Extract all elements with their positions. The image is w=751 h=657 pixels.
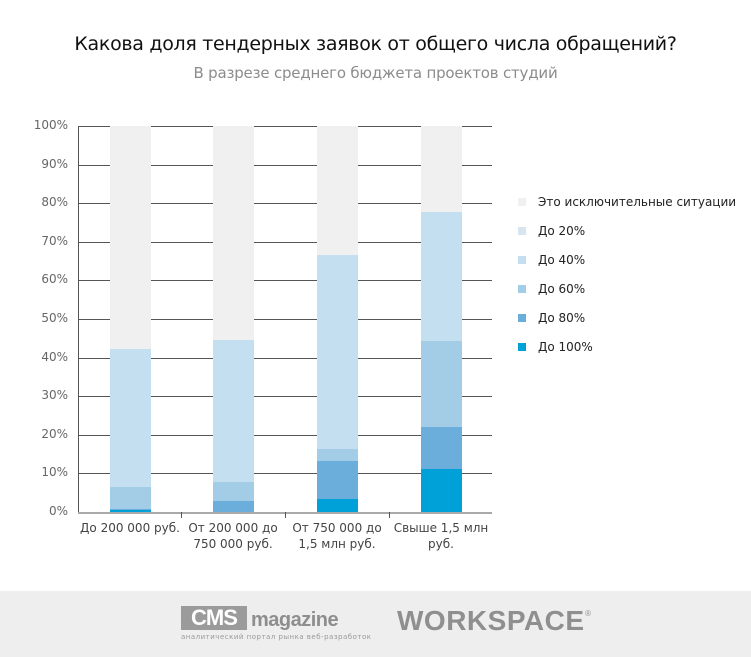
legend-item[interactable]: До 60% [518, 274, 736, 303]
gridline [78, 319, 492, 320]
chart-plot-area: 0% 10% 20% 30% 40% 50% 60% 70% 80% 90% 100% До 200 … [33, 118, 492, 551]
y-tick-label: 40% [41, 350, 68, 364]
bar-stack[interactable] [110, 126, 151, 512]
y-tick-label: 10% [41, 465, 68, 479]
bar-segment[interactable] [213, 339, 254, 482]
bar-segment[interactable] [110, 510, 151, 512]
cms-logo[interactable]: CMS [181, 606, 247, 630]
legend-item[interactable]: До 80% [518, 303, 736, 332]
legend-swatch-icon [518, 197, 526, 206]
gridline [78, 358, 492, 359]
y-tick-label: 100% [33, 118, 68, 132]
bar-segment[interactable] [421, 427, 462, 470]
legend-item[interactable]: До 40% [518, 245, 736, 274]
bar-segment[interactable] [213, 481, 254, 501]
chart-title: Какова доля тендерных заявок от общего ч… [74, 33, 677, 55]
x-tick [389, 512, 390, 518]
y-axis [78, 126, 79, 513]
bar-segment[interactable] [213, 126, 254, 340]
bar-segment[interactable] [317, 461, 358, 499]
y-tick-label: 80% [41, 195, 68, 209]
x-tick-label: Свыше 1,5 млн руб. [393, 521, 489, 551]
legend-item[interactable]: До 20% [518, 216, 736, 245]
bar-segment[interactable] [421, 469, 462, 512]
y-tick-label: 30% [41, 388, 68, 402]
x-tick [285, 512, 286, 518]
y-tick-label: 90% [41, 157, 68, 171]
bar-segment[interactable] [317, 498, 358, 512]
x-tick-label: До 200 000 руб. [80, 521, 180, 535]
gridline [78, 435, 492, 436]
gridline [78, 396, 492, 397]
bar-segment[interactable] [421, 212, 462, 342]
gridline [78, 242, 492, 243]
legend-label: До 100% [538, 339, 593, 354]
chart-subtitle: В разрезе среднего бюджета проектов студ… [193, 64, 558, 82]
legend-label: До 80% [538, 310, 586, 325]
bar-segment[interactable] [317, 126, 358, 255]
x-tick [181, 512, 182, 518]
legend-swatch-icon [518, 226, 526, 235]
legend-swatch-icon [518, 284, 526, 293]
bar-segment[interactable] [317, 254, 358, 450]
workspace-logo[interactable]: WORKSPACE [397, 605, 585, 636]
bar-stack[interactable] [213, 126, 254, 512]
legend-swatch-icon [518, 313, 526, 322]
legend-label: До 20% [538, 223, 586, 238]
legend-swatch-icon [518, 255, 526, 264]
gridline [78, 165, 492, 166]
x-tick-label: От 750 000 до 1,5 млн руб. [292, 521, 382, 551]
gridline [78, 126, 492, 127]
chart-legend: Это исключительные ситуации До 20% До 40% Д… [518, 187, 736, 361]
cms-tagline: аналитический портал рынка веб-разработо… [181, 633, 372, 641]
bar-stack[interactable] [317, 126, 358, 512]
registered-mark: ® [584, 609, 592, 618]
y-tick-label: 0% [48, 504, 68, 518]
bar-segment[interactable] [421, 341, 462, 428]
legend-label: Это исключительные ситуации [538, 194, 737, 209]
bar-stack[interactable] [421, 126, 462, 512]
legend-item[interactable]: Это исключительные ситуации [518, 187, 736, 216]
legend-label: До 40% [538, 252, 586, 267]
gridline [78, 280, 492, 281]
bar-segment[interactable] [110, 486, 151, 509]
legend-swatch-icon [518, 342, 526, 351]
bar-segment[interactable] [317, 449, 358, 462]
bar-segment[interactable] [110, 126, 151, 350]
legend-item[interactable]: До 100% [518, 332, 736, 361]
gridline [78, 473, 492, 474]
y-tick-label: 20% [41, 427, 68, 441]
bar-segment[interactable] [110, 508, 151, 511]
bar-segment[interactable] [421, 126, 462, 213]
footer: CMS magazine аналитический портал рынка … [0, 591, 751, 657]
cms-magazine-wordmark: magazine [251, 609, 339, 631]
bar-segment[interactable] [213, 500, 254, 512]
legend-label: До 60% [538, 281, 586, 296]
y-tick-label: 60% [41, 272, 68, 286]
x-tick-label: От 200 000 до 750 000 руб. [188, 521, 278, 551]
gridline [78, 203, 492, 204]
bar-segment[interactable] [110, 349, 151, 487]
y-tick-label: 50% [41, 311, 68, 325]
y-tick-label: 70% [41, 234, 68, 248]
